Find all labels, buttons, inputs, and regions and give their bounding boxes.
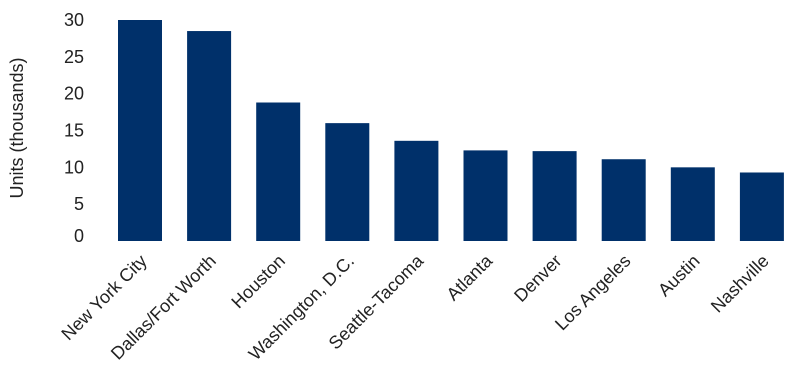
bar [463,150,508,241]
bar [739,172,784,241]
y-axis-ticks: 0 5 10 15 20 25 30 [64,10,84,246]
bar [187,31,232,241]
x-tick-label: Houston [227,251,289,313]
x-tick-label: Denver [510,251,565,306]
y-tick-label: 10 [64,157,84,177]
bar [256,102,301,241]
bar [325,123,370,241]
y-tick-label: 25 [64,47,84,67]
bar [670,167,715,241]
y-tick-label: 15 [64,121,84,141]
bar [532,151,577,241]
y-tick-label: 5 [74,194,84,214]
y-tick-label: 20 [64,84,84,104]
x-tick-label: Nashville [707,251,773,317]
y-axis-title: Units (thousands) [7,57,27,198]
y-tick-label: 30 [64,10,84,30]
bar [394,140,439,241]
bars-group [118,20,784,241]
y-tick-label: 0 [74,226,84,246]
x-tick-label: Austin [654,251,704,301]
x-tick-label: Atlanta [443,250,497,304]
bar [118,20,162,241]
bar [601,159,646,241]
